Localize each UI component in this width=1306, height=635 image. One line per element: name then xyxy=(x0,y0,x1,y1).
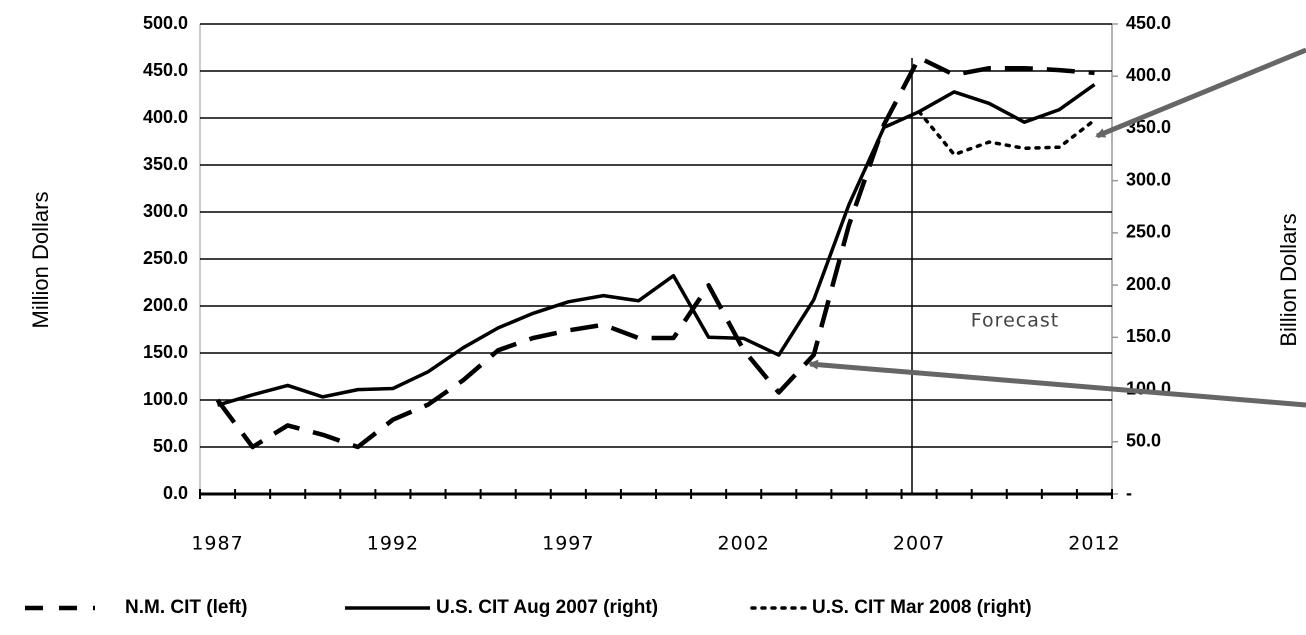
legend-label: U.S. CIT Mar 2008 (right) xyxy=(812,597,1032,618)
x-tick-label: 2007 xyxy=(893,533,945,555)
y-tick-label: 350.0 xyxy=(143,154,188,174)
y2-tick-label: - xyxy=(1126,483,1132,503)
y-tick-label: 200.0 xyxy=(143,295,188,315)
y2-tick-label: 250.0 xyxy=(1126,222,1171,242)
annotation-arrow xyxy=(808,359,1306,408)
x-tick-label: 2002 xyxy=(718,533,770,555)
y2-tick-label: 50.0 xyxy=(1126,431,1161,451)
y2-tick-label: 400.0 xyxy=(1126,65,1171,85)
x-tick-label: 1992 xyxy=(367,533,419,555)
y-tick-label: 0.0 xyxy=(163,483,188,503)
legend-label: U.S. CIT Aug 2007 (right) xyxy=(436,597,658,618)
y-tick-label: 250.0 xyxy=(143,248,188,268)
x-tick-label: 1987 xyxy=(191,533,243,555)
legend-label: N.M. CIT (left) xyxy=(125,597,247,618)
y2-tick-label: 300.0 xyxy=(1126,169,1171,189)
y-tick-label: 150.0 xyxy=(143,342,188,362)
y2-axis-title: Billion Dollars xyxy=(1276,213,1301,346)
y-tick-label: 500.0 xyxy=(143,13,188,33)
y2-tick-label: 350.0 xyxy=(1126,117,1171,137)
y-tick-label: 300.0 xyxy=(143,201,188,221)
y-tick-label: 50.0 xyxy=(153,436,188,456)
y2-tick-label: 200.0 xyxy=(1126,274,1171,294)
x-tick-label: 2012 xyxy=(1068,533,1120,555)
y-tick-label: 450.0 xyxy=(143,60,188,80)
y2-tick-label: 150.0 xyxy=(1126,326,1171,346)
series-line xyxy=(917,109,1097,157)
y-axis-title: Million Dollars xyxy=(28,192,53,329)
y2-tick-label: 450.0 xyxy=(1126,13,1171,33)
series-line xyxy=(217,83,1096,407)
series-line xyxy=(215,55,1095,450)
y-tick-label: 400.0 xyxy=(143,107,188,127)
annotation-arrow xyxy=(1095,47,1306,139)
forecast-label: Forecast xyxy=(971,310,1059,332)
x-tick-label: 1997 xyxy=(542,533,594,555)
y-tick-label: 100.0 xyxy=(143,389,188,409)
